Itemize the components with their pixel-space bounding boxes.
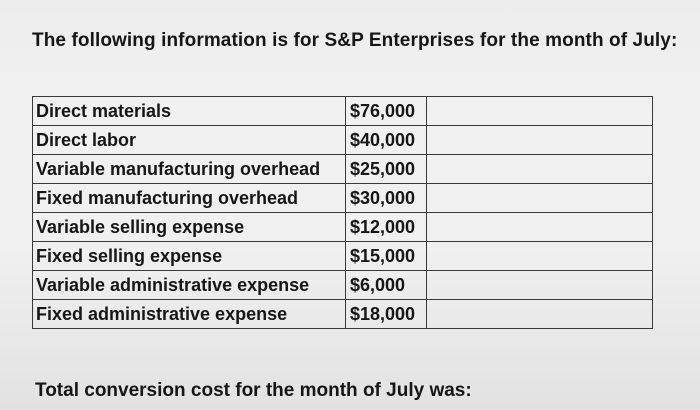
table-row: Variable manufacturing overhead $25,000 xyxy=(32,154,653,184)
row-amount: $30,000 xyxy=(345,183,427,213)
row-amount: $18,000 xyxy=(345,299,427,329)
table-row: Variable selling expense $12,000 xyxy=(32,212,653,242)
table-row: Direct labor $40,000 xyxy=(32,125,653,155)
row-blank-cell xyxy=(426,96,653,126)
row-blank-cell xyxy=(426,299,653,329)
intro-text: The following information is for S&P Ent… xyxy=(32,30,678,51)
row-blank-cell xyxy=(426,241,653,271)
row-blank-cell xyxy=(426,154,653,184)
row-amount: $40,000 xyxy=(345,125,427,155)
row-amount: $15,000 xyxy=(345,241,427,271)
row-label: Variable manufacturing overhead xyxy=(32,154,346,184)
cost-table: Direct materials $76,000 Direct labor $4… xyxy=(32,96,653,329)
row-label: Fixed manufacturing overhead xyxy=(32,183,346,213)
row-amount: $25,000 xyxy=(345,154,427,184)
table-row: Fixed selling expense $15,000 xyxy=(32,241,653,271)
table-row: Direct materials $76,000 xyxy=(32,96,653,126)
cost-table-container: Direct materials $76,000 Direct labor $4… xyxy=(32,96,653,329)
row-label: Direct labor xyxy=(32,125,346,155)
row-blank-cell xyxy=(426,183,653,213)
row-amount: $6,000 xyxy=(345,270,427,300)
table-row: Fixed manufacturing overhead $30,000 xyxy=(32,183,653,213)
row-blank-cell xyxy=(426,212,653,242)
row-label: Fixed selling expense xyxy=(32,241,346,271)
table-row: Fixed administrative expense $18,000 xyxy=(32,299,653,329)
row-label: Direct materials xyxy=(32,96,346,126)
question-text: Total conversion cost for the month of J… xyxy=(35,380,472,401)
row-label: Fixed administrative expense xyxy=(32,299,346,329)
row-blank-cell xyxy=(426,270,653,300)
row-label: Variable selling expense xyxy=(32,212,346,242)
row-amount: $76,000 xyxy=(345,96,427,126)
row-blank-cell xyxy=(426,125,653,155)
row-label: Variable administrative expense xyxy=(32,270,346,300)
row-amount: $12,000 xyxy=(345,212,427,242)
table-row: Variable administrative expense $6,000 xyxy=(32,270,653,300)
